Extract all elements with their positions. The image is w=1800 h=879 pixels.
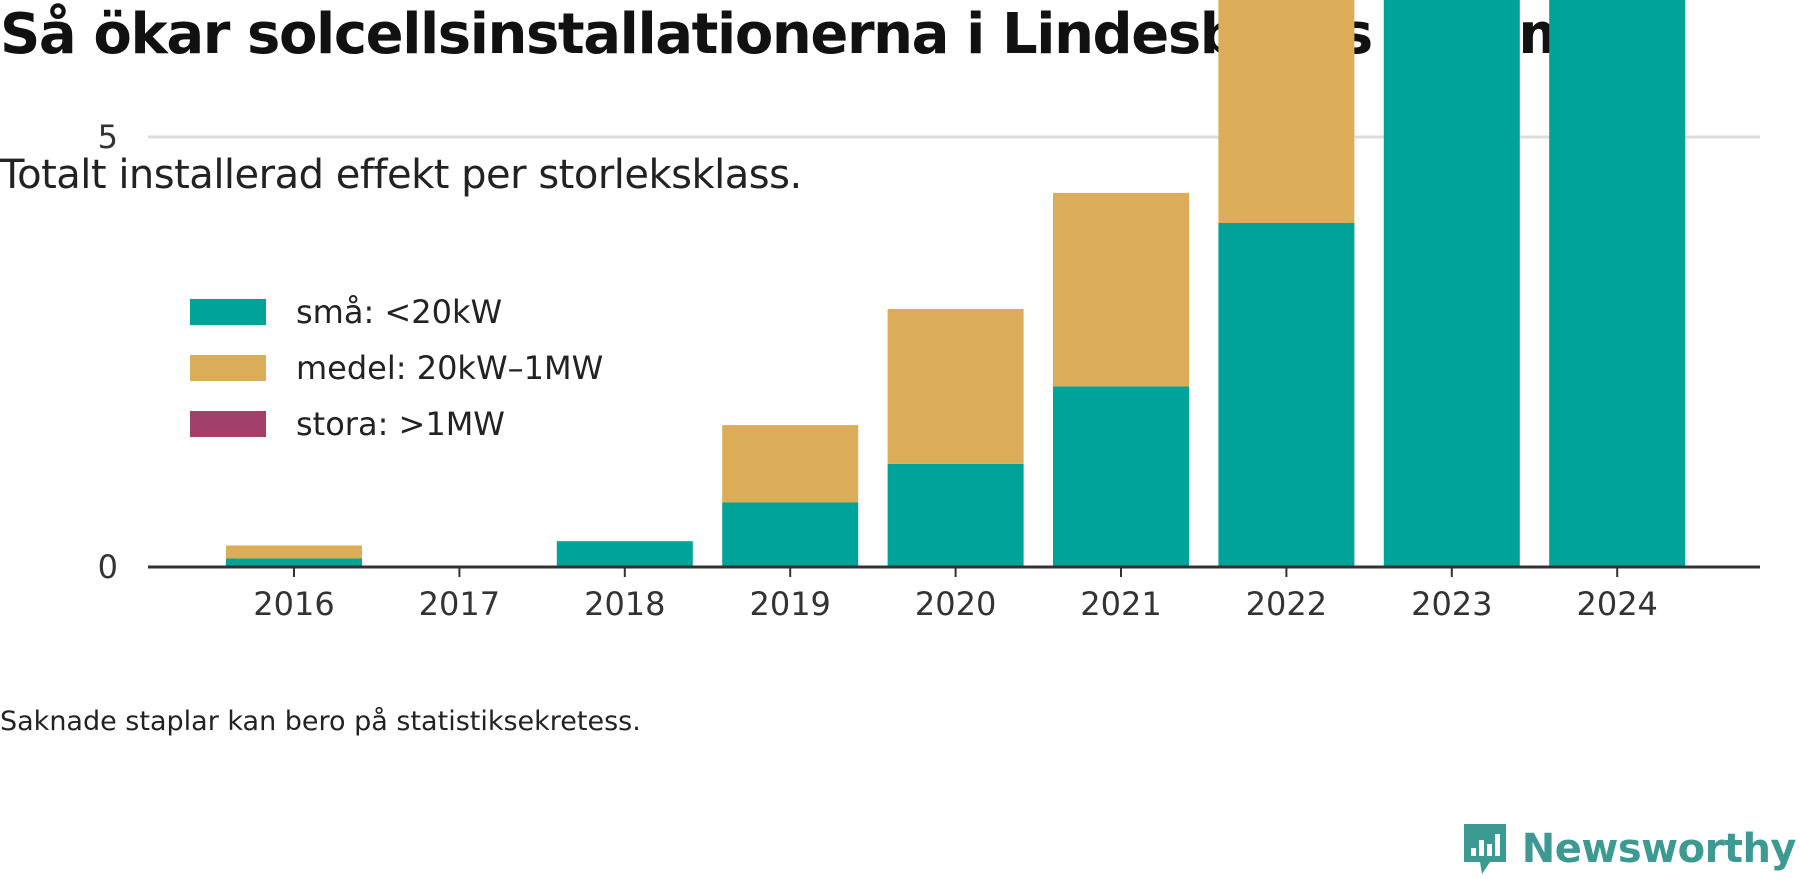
- legend: små: <20kW medel: 20kW–1MW stora: >1MW: [168, 284, 648, 452]
- bar-segment: [226, 545, 362, 559]
- newsworthy-logo-icon: [1463, 824, 1506, 874]
- legend-label: medel: 20kW–1MW: [296, 349, 603, 387]
- bar-segment: [1218, 0, 1355, 223]
- bar-segment: [722, 425, 859, 503]
- x-tick-label: 2024: [1576, 585, 1657, 623]
- bar-segment: [226, 558, 362, 567]
- x-tick-label: 2021: [1080, 585, 1161, 623]
- bars: [226, 0, 1686, 568]
- brand-logo: Newsworthy: [1460, 820, 1797, 878]
- legend-label: små: <20kW: [296, 293, 502, 331]
- bar-segment: [1383, 0, 1520, 568]
- x-tick-label: 2020: [915, 585, 996, 623]
- bar-segment: [887, 463, 1024, 567]
- legend-swatch: [190, 355, 266, 381]
- x-tick-label: 2023: [1411, 585, 1492, 623]
- x-tick-label: 2019: [749, 585, 830, 623]
- x-tick-label: 2017: [419, 585, 500, 623]
- brand-name: Newsworthy: [1521, 826, 1797, 872]
- y-tick-label: 5: [98, 118, 118, 156]
- bar-segment: [722, 502, 859, 567]
- chart-subtitle: Totalt installerad effekt per storlekskl…: [0, 152, 802, 198]
- legend-swatch: [190, 299, 266, 325]
- footnote: Saknade staplar kan bero på statistiksek…: [0, 706, 641, 737]
- y-tick-label: 0: [98, 548, 118, 586]
- bar-segment: [556, 541, 693, 567]
- bar-segment: [1053, 192, 1189, 387]
- bar-segment: [1549, 0, 1686, 567]
- bar-segment: [1053, 386, 1189, 567]
- bar-segment: [887, 309, 1024, 464]
- y-tick-labels: 051015: [98, 118, 118, 586]
- x-tick-label: 2022: [1246, 585, 1327, 623]
- chart-title: Så ökar solcellsinstallationerna i Linde…: [0, 2, 1654, 67]
- x-tick-label: 2018: [584, 585, 665, 623]
- x-tick-label: 2016: [253, 585, 334, 623]
- legend-label: stora: >1MW: [296, 405, 505, 443]
- bar-segment: [1218, 223, 1355, 567]
- x-axis: 2016 2017 2018 2019 2020 2021 2022 2023 2024: [148, 565, 1760, 623]
- legend-swatch: [190, 411, 266, 437]
